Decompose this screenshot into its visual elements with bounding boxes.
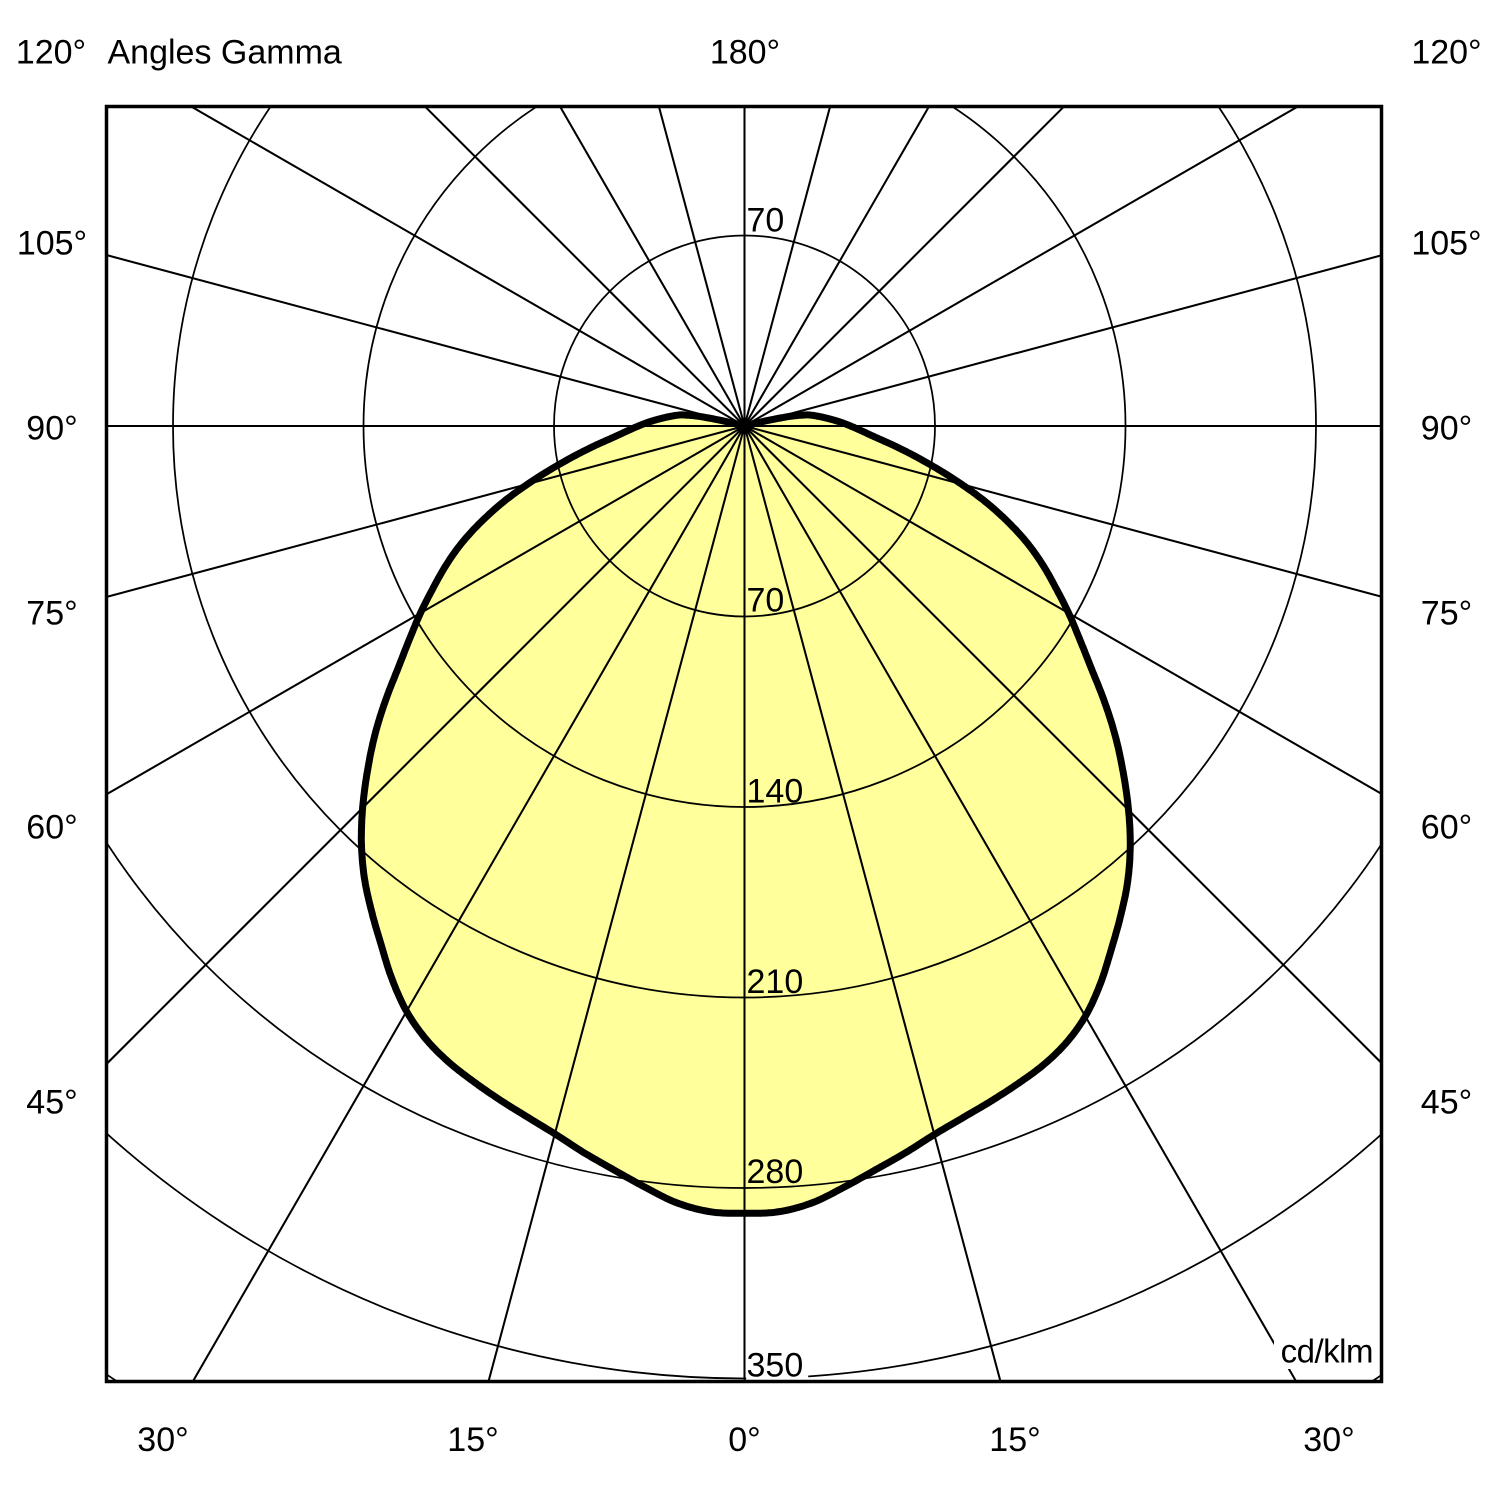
svg-text:45°: 45° — [1421, 1084, 1472, 1122]
svg-text:30°: 30° — [137, 1421, 188, 1459]
svg-text:105°: 105° — [1411, 225, 1481, 263]
svg-text:15°: 15° — [989, 1421, 1040, 1459]
svg-text:75°: 75° — [26, 595, 77, 633]
svg-text:60°: 60° — [1421, 809, 1472, 847]
svg-text:cd/klm: cd/klm — [1281, 1333, 1373, 1370]
svg-text:0°: 0° — [728, 1421, 761, 1459]
svg-text:60°: 60° — [26, 809, 77, 847]
svg-text:120°: 120° — [16, 34, 86, 72]
svg-text:140: 140 — [747, 772, 804, 810]
svg-text:350: 350 — [747, 1347, 804, 1385]
svg-text:45°: 45° — [26, 1084, 77, 1122]
svg-text:70: 70 — [747, 202, 785, 240]
svg-text:70: 70 — [747, 582, 785, 620]
svg-text:15°: 15° — [447, 1421, 498, 1459]
svg-text:210: 210 — [747, 963, 804, 1001]
svg-text:30°: 30° — [1303, 1421, 1354, 1459]
svg-text:180°: 180° — [710, 34, 780, 72]
svg-text:90°: 90° — [26, 410, 77, 448]
svg-text:75°: 75° — [1421, 595, 1472, 633]
svg-text:105°: 105° — [17, 225, 87, 263]
svg-text:280: 280 — [747, 1153, 804, 1191]
svg-text:120°: 120° — [1411, 34, 1481, 72]
svg-text:90°: 90° — [1421, 410, 1472, 448]
svg-text:Angles Gamma: Angles Gamma — [108, 34, 342, 72]
